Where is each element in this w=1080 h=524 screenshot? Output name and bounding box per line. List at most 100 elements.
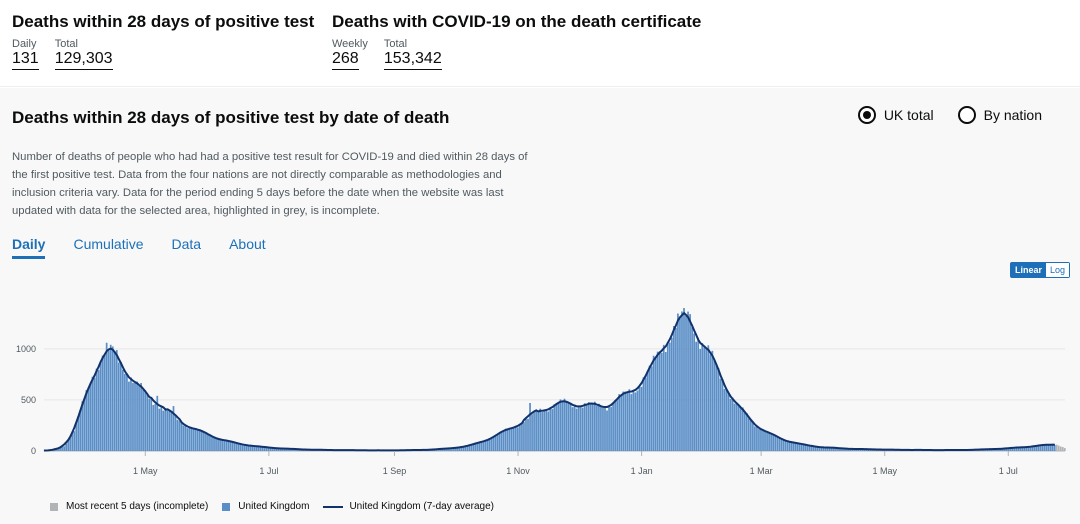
daily-bar[interactable] (721, 378, 724, 451)
daily-bar[interactable] (148, 398, 151, 451)
daily-bar[interactable] (648, 365, 651, 451)
daily-bar[interactable] (85, 390, 88, 451)
daily-bar[interactable] (284, 448, 286, 451)
daily-bar[interactable] (628, 389, 631, 451)
daily-bar[interactable] (454, 447, 456, 451)
daily-bar[interactable] (458, 447, 460, 451)
daily-bar[interactable] (561, 400, 564, 451)
daily-bar[interactable] (634, 392, 637, 451)
daily-bar[interactable] (792, 442, 795, 451)
daily-bar[interactable] (600, 407, 602, 451)
daily-bar[interactable] (770, 432, 772, 451)
daily-bar[interactable] (683, 308, 685, 451)
daily-bar[interactable] (585, 405, 588, 451)
daily-bar[interactable] (800, 443, 803, 451)
daily-bar[interactable] (533, 412, 535, 451)
daily-bar[interactable] (502, 430, 505, 451)
daily-bar[interactable] (559, 399, 562, 451)
daily-bar[interactable] (484, 440, 487, 451)
daily-bar[interactable] (215, 438, 217, 451)
incomplete-day-bar[interactable] (1059, 446, 1062, 451)
daily-bar[interactable] (853, 449, 856, 451)
daily-bar[interactable] (820, 447, 823, 451)
daily-bar[interactable] (440, 448, 442, 451)
daily-bar[interactable] (239, 443, 242, 451)
daily-bar[interactable] (523, 422, 525, 451)
daily-bar[interactable] (271, 448, 274, 451)
daily-bar[interactable] (630, 394, 633, 451)
daily-bar[interactable] (247, 445, 250, 451)
daily-bar[interactable] (468, 445, 471, 451)
daily-bar[interactable] (668, 342, 671, 451)
daily-bar[interactable] (508, 428, 511, 451)
daily-bar[interactable] (851, 448, 853, 451)
daily-bar[interactable] (154, 404, 157, 451)
daily-bar[interactable] (555, 403, 558, 451)
daily-bar[interactable] (1031, 446, 1034, 451)
daily-bar[interactable] (616, 400, 619, 451)
daily-bar[interactable] (282, 448, 284, 451)
daily-bar[interactable] (292, 448, 294, 451)
daily-bar[interactable] (109, 344, 112, 451)
daily-bar[interactable] (1005, 448, 1007, 451)
daily-bar[interactable] (543, 410, 546, 451)
daily-bar[interactable] (446, 448, 448, 451)
daily-bar[interactable] (839, 448, 841, 451)
daily-bar[interactable] (448, 448, 450, 451)
daily-bar[interactable] (496, 434, 499, 451)
daily-bar[interactable] (144, 390, 146, 451)
daily-bar[interactable] (794, 442, 797, 451)
daily-bar[interactable] (132, 382, 134, 451)
daily-bar[interactable] (677, 313, 679, 452)
daily-bar[interactable] (608, 405, 610, 451)
daily-bar[interactable] (784, 441, 787, 451)
daily-bar[interactable] (170, 411, 173, 451)
daily-bar[interactable] (456, 447, 458, 451)
daily-bar[interactable] (73, 431, 76, 451)
daily-bar[interactable] (184, 425, 187, 451)
daily-bar[interactable] (519, 424, 521, 451)
daily-bar[interactable] (715, 363, 718, 451)
daily-bar[interactable] (1033, 446, 1036, 451)
daily-bar[interactable] (482, 441, 485, 451)
daily-bar[interactable] (745, 413, 748, 451)
daily-bar[interactable] (733, 403, 736, 451)
daily-bar[interactable] (476, 442, 479, 451)
daily-bar[interactable] (713, 360, 716, 451)
daily-bar[interactable] (664, 352, 667, 451)
daily-bar[interactable] (269, 447, 272, 451)
incomplete-day-bar[interactable] (1061, 447, 1064, 451)
daily-bar[interactable] (596, 405, 598, 451)
daily-bar[interactable] (1009, 448, 1012, 451)
daily-bar[interactable] (95, 368, 98, 451)
daily-bar[interactable] (207, 434, 209, 451)
daily-bar[interactable] (89, 383, 92, 451)
daily-bar[interactable] (470, 444, 473, 451)
radio-checked-icon[interactable] (857, 106, 876, 124)
daily-bar[interactable] (849, 448, 851, 451)
daily-bar[interactable] (612, 403, 614, 451)
scale-log-button[interactable]: Log (1045, 263, 1069, 277)
daily-bar[interactable] (237, 443, 240, 451)
daily-bar[interactable] (55, 449, 57, 451)
daily-bar[interactable] (103, 354, 106, 451)
daily-bar[interactable] (166, 410, 169, 451)
daily-bar[interactable] (527, 418, 529, 451)
daily-bar[interactable] (624, 391, 627, 451)
daily-bar[interactable] (739, 407, 742, 451)
daily-bar[interactable] (83, 399, 86, 451)
daily-bar[interactable] (743, 412, 746, 451)
daily-bar[interactable] (541, 412, 544, 451)
daily-bar[interactable] (209, 434, 211, 451)
daily-bar[interactable] (1049, 444, 1052, 451)
daily-bar[interactable] (122, 369, 124, 451)
daily-bar[interactable] (638, 385, 641, 452)
daily-bar[interactable] (780, 438, 783, 451)
tab-about[interactable]: About (229, 236, 266, 252)
daily-bar[interactable] (134, 382, 136, 451)
daily-bar[interactable] (235, 443, 238, 451)
daily-bar[interactable] (535, 410, 537, 451)
daily-bar[interactable] (267, 447, 270, 451)
tab-daily[interactable]: Daily (12, 236, 46, 259)
daily-bar[interactable] (525, 418, 527, 451)
